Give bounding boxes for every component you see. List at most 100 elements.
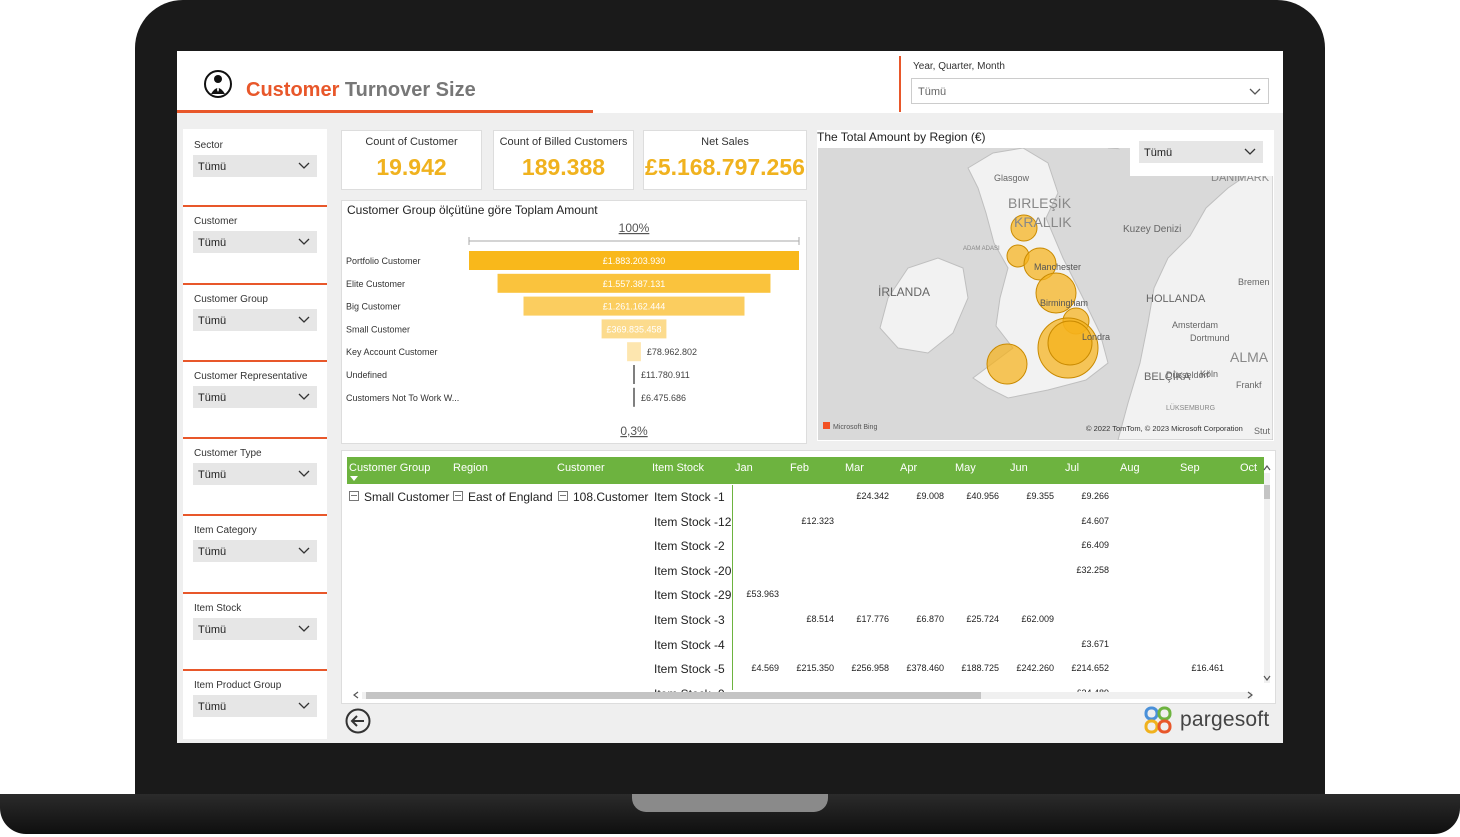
row-item-stock-label[interactable]: Item Stock -3: [654, 613, 725, 627]
row-item-stock-label[interactable]: Item Stock -5: [654, 662, 725, 677]
kpi-net-sales: Net Sales £5.168.797.256: [643, 130, 807, 190]
matrix-value-cell[interactable]: £242.260: [1016, 663, 1054, 674]
column-header-month[interactable]: Mar: [845, 462, 864, 474]
back-button[interactable]: [345, 708, 371, 734]
region-bubble[interactable]: [1047, 320, 1093, 366]
column-header-month[interactable]: Jul: [1065, 462, 1080, 474]
slicer-dropdown[interactable]: Tümü: [193, 309, 317, 331]
bing-logo-icon: [823, 422, 830, 429]
column-header-item-stock[interactable]: Item Stock: [652, 462, 704, 474]
slicer-dropdown[interactable]: Tümü: [193, 540, 317, 562]
horizontal-scrollbar[interactable]: [362, 692, 1252, 699]
column-header-month[interactable]: Aug: [1120, 462, 1140, 474]
matrix-value-cell[interactable]: £4.569: [751, 663, 779, 674]
matrix-value-cell[interactable]: £24.342: [856, 491, 889, 501]
funnel-bar[interactable]: [633, 365, 635, 384]
dashboard-screen: Customer Turnover Size Year, Quarter, Mo…: [177, 51, 1283, 743]
column-header-month[interactable]: Feb: [790, 462, 809, 474]
map-place-label: ALMA: [1230, 349, 1269, 365]
period-dropdown[interactable]: Tümü: [911, 78, 1269, 104]
matrix-value-cell[interactable]: £256.958: [851, 663, 889, 674]
region-map[interactable]: Glasgow BIRLEŞİK KRALLIK Kuzey Denizi DANİMA…: [818, 148, 1273, 440]
row-customer-cell[interactable]: 108.Customer: [558, 490, 648, 504]
slicer-value: Tümü: [198, 161, 227, 173]
matrix-value-cell[interactable]: £6.870: [916, 614, 944, 624]
funnel-bar[interactable]: [627, 342, 641, 362]
slicer-item-category: Item Category Tümü: [183, 514, 327, 592]
slicer-dropdown[interactable]: Tümü: [193, 618, 317, 640]
funnel-bar[interactable]: [469, 251, 799, 270]
column-header-region[interactable]: Region: [453, 462, 488, 474]
column-header-customer[interactable]: Customer: [557, 462, 605, 474]
region-bubble[interactable]: [1023, 247, 1057, 281]
matrix-value-cell[interactable]: £12.323: [801, 515, 834, 526]
region-bubble[interactable]: [1035, 272, 1077, 314]
region-bubble[interactable]: [986, 343, 1028, 385]
slicer-dropdown[interactable]: Tümü: [193, 463, 317, 485]
matrix-value-cell[interactable]: £378.460: [906, 663, 944, 674]
matrix-value-cell[interactable]: £9.008: [916, 491, 944, 501]
matrix-value-cell[interactable]: £214.652: [1071, 663, 1109, 674]
region-bubble[interactable]: [1010, 214, 1038, 242]
matrix-value-cell[interactable]: £9.266: [1081, 491, 1109, 501]
row-item-stock-label[interactable]: Item Stock -4: [654, 637, 725, 652]
matrix-value-cell[interactable]: £62.009: [1021, 614, 1054, 624]
row-item-stock-label[interactable]: Item Stock -29: [654, 588, 732, 603]
matrix-value-cell[interactable]: £9.355: [1026, 491, 1054, 501]
slicer-value: Tümü: [198, 392, 227, 404]
matrix-column-divider: [732, 485, 733, 690]
scrollbar-thumb[interactable]: [1264, 485, 1270, 499]
matrix-value-cell[interactable]: £17.776: [856, 614, 889, 624]
chevron-down-icon: [297, 312, 311, 326]
matrix-value-cell[interactable]: £3.671: [1081, 638, 1109, 649]
collapse-icon[interactable]: [349, 491, 359, 501]
item-stock-matrix: Customer Group Region Customer Item Stoc…: [341, 450, 1276, 704]
matrix-value-cell[interactable]: £53.963: [746, 589, 779, 600]
matrix-value-cell[interactable]: £4.607: [1081, 515, 1109, 526]
slicer-customer: Customer Tümü: [183, 205, 327, 283]
column-header-month[interactable]: May: [955, 462, 976, 474]
matrix-value-cell[interactable]: £16.461: [1191, 663, 1224, 674]
column-header-month[interactable]: Jun: [1010, 462, 1028, 474]
row-group-cell[interactable]: Small Customer: [349, 490, 449, 504]
column-header-month[interactable]: Oct: [1240, 462, 1258, 474]
scroll-right-icon[interactable]: [1246, 691, 1254, 699]
collapse-icon[interactable]: [453, 491, 463, 501]
vertical-scrollbar[interactable]: [1264, 473, 1270, 683]
scroll-down-icon[interactable]: [1263, 674, 1271, 682]
slicer-value: Tümü: [198, 546, 227, 558]
scrollbar-thumb[interactable]: [366, 692, 981, 699]
funnel-bar[interactable]: [497, 273, 771, 293]
slicer-dropdown[interactable]: Tümü: [193, 386, 317, 408]
land-ireland: [879, 257, 969, 354]
funnel-bar[interactable]: [633, 387, 635, 407]
slicer-label: Item Product Group: [194, 680, 282, 691]
matrix-value-cell[interactable]: £215.350: [796, 663, 834, 674]
row-item-stock-label[interactable]: Item Stock -2: [654, 539, 725, 554]
slicer-dropdown[interactable]: Tümü: [193, 155, 317, 177]
row-region-cell[interactable]: East of England: [453, 490, 553, 504]
matrix-value-cell[interactable]: £40.956: [966, 491, 999, 501]
column-header-month[interactable]: Jan: [735, 462, 753, 474]
matrix-value-cell[interactable]: £32.258: [1076, 564, 1109, 575]
funnel-bar[interactable]: [601, 319, 667, 339]
row-item-stock-label[interactable]: Item Stock -20: [654, 563, 732, 578]
funnel-bar[interactable]: [523, 296, 745, 316]
slicer-label: Customer Type: [194, 448, 262, 459]
matrix-value-cell[interactable]: £8.514: [806, 614, 834, 624]
scroll-left-icon[interactable]: [352, 691, 360, 699]
slicer-dropdown[interactable]: Tümü: [193, 695, 317, 717]
column-header-month[interactable]: Apr: [900, 462, 918, 474]
matrix-value-cell[interactable]: £188.725: [961, 663, 999, 674]
slicer-dropdown[interactable]: Tümü: [193, 231, 317, 253]
column-header-month[interactable]: Sep: [1180, 462, 1200, 474]
row-item-stock-label[interactable]: Item Stock -12: [654, 514, 732, 529]
matrix-value-cell[interactable]: £6.409: [1081, 540, 1109, 551]
row-item-stock-label[interactable]: Item Stock -1: [654, 490, 725, 504]
map-slicer-dropdown[interactable]: Tümü: [1139, 141, 1263, 163]
sort-descending-icon[interactable]: [350, 476, 358, 482]
scroll-up-icon[interactable]: [1263, 464, 1271, 472]
column-header-customer-group[interactable]: Customer Group: [349, 462, 431, 474]
matrix-value-cell[interactable]: £25.724: [966, 614, 999, 624]
collapse-icon[interactable]: [558, 491, 568, 501]
